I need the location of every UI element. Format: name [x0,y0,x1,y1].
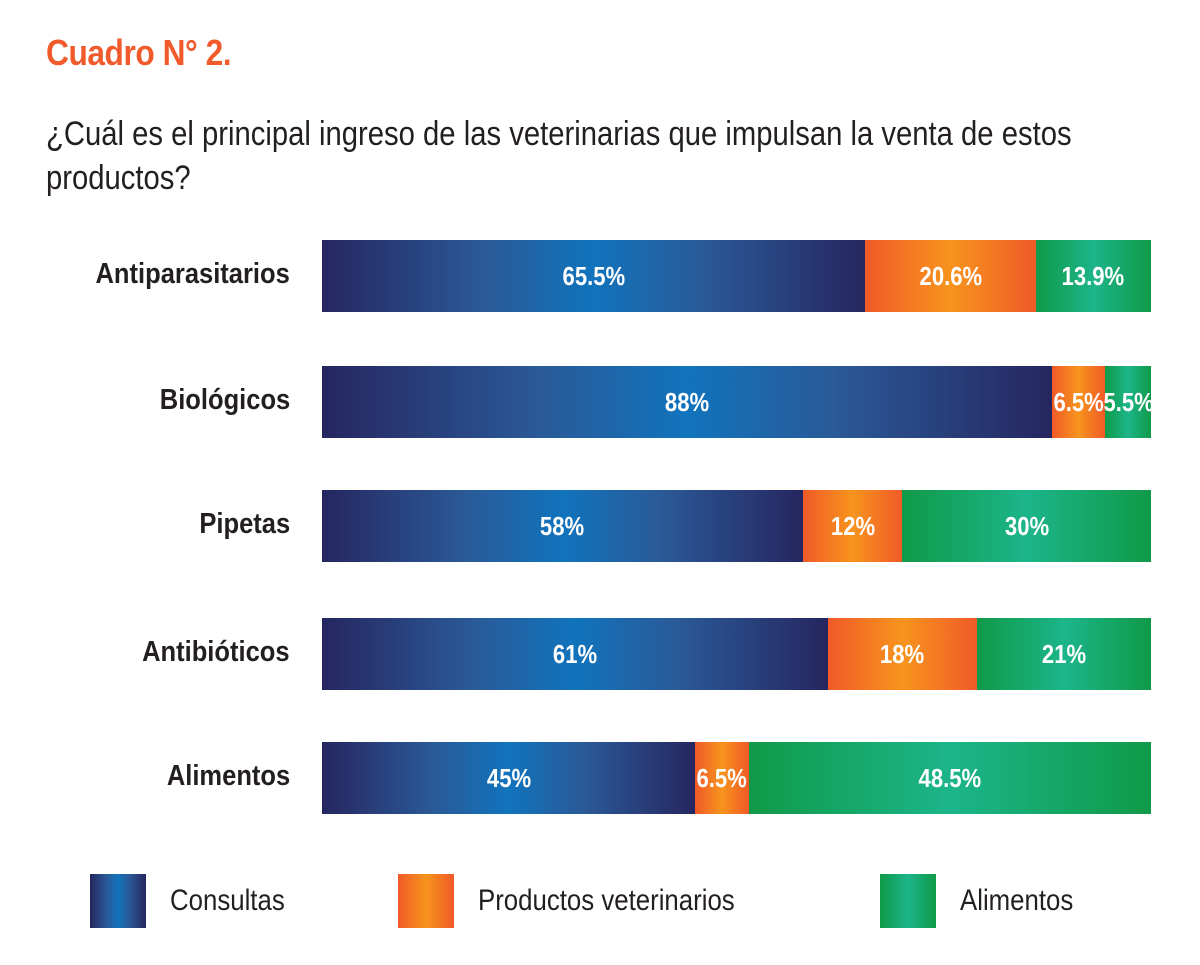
data-label: 12% [830,510,875,541]
bar-segment: 6.5% [1051,366,1106,438]
bar-segment: 20.6% [864,240,1036,312]
data-label: 13.9% [1062,260,1125,291]
data-label: 21% [1041,638,1087,669]
data-label: 88% [664,386,709,417]
legend-swatch [880,874,936,928]
bar-segment: 65.5% [322,240,865,312]
bar-segment: 5.5% [1103,366,1154,438]
bar-segment: 18% [827,618,977,690]
legend-swatch [398,874,454,928]
bar-segment: 6.5% [695,742,749,814]
legend-label: Alimentos [960,884,1074,917]
bar-segment: 58% [322,490,803,562]
category-label: Antiparasitarios [95,258,290,290]
bar-segment: 13.9% [1035,240,1151,312]
legend-swatch [90,874,146,928]
category-label: Alimentos [166,760,290,792]
chart-title: Cuadro N° 2. [46,32,232,73]
data-label: 61% [552,638,597,669]
data-label: 6.5% [696,762,748,793]
data-label: 65.5% [562,260,625,291]
bar-segment: 21% [976,618,1151,690]
bar-segment: 45% [322,742,696,814]
data-label: 20.6% [919,260,982,291]
data-label: 30% [1004,510,1049,541]
bar-row: 58% 12% 30% [322,490,1151,562]
bar-row: 61% 18% 21% [322,618,1151,690]
data-label: 48.5% [918,762,982,793]
chart-question: ¿Cuál es el principal ingreso de las vet… [46,115,1072,197]
bar-row: 88% 6.5% 5.5% [322,366,1154,438]
data-label: 5.5% [1103,386,1154,417]
legend-item: Alimentos [880,874,1092,928]
data-label: 18% [880,638,925,669]
bar-segment: 88% [322,366,1052,438]
legend-label: Productos veterinarios [478,884,735,917]
data-label: 58% [540,510,585,541]
bar-row: 45% 6.5% 48.5% [322,742,1151,814]
category-label: Antibióticos [142,636,290,668]
category-label: Pipetas [199,508,290,540]
data-label: 6.5% [1053,386,1104,417]
category-label: Biológicos [159,384,290,416]
bar-row: 65.5% 20.6% 13.9% [322,240,1151,312]
legend-item: Productos veterinarios [398,874,776,928]
legend-label: Consultas [170,884,285,917]
data-label: 45% [486,762,531,793]
bar-segment: 61% [322,618,828,690]
bar-segment: 30% [902,490,1151,562]
bar-segment: 48.5% [748,742,1151,814]
legend-item: Consultas [90,874,303,928]
bar-segment: 12% [802,490,903,562]
